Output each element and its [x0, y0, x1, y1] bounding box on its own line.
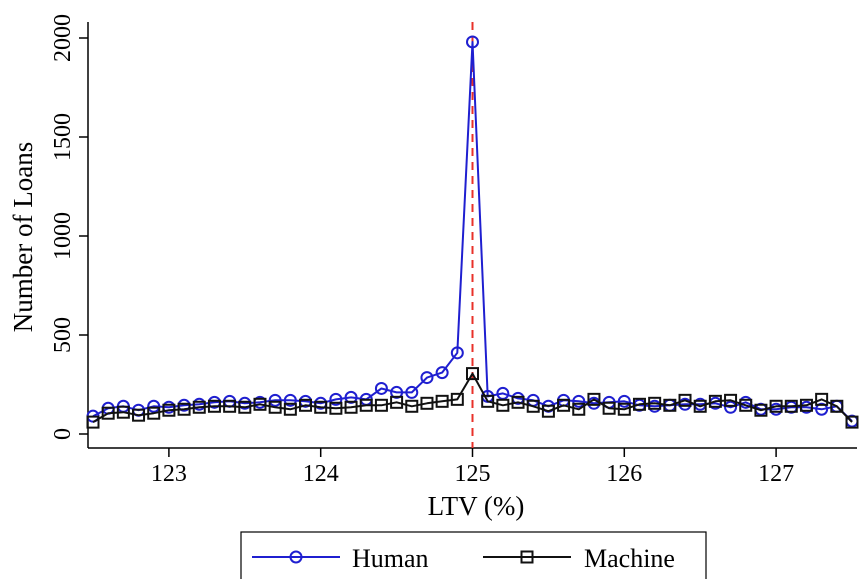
machine-point	[390, 395, 404, 409]
machine-point	[192, 400, 206, 414]
machine-point	[769, 399, 783, 413]
machine-point	[207, 399, 221, 413]
human-point	[435, 366, 449, 380]
human-point	[450, 346, 464, 360]
x-tick-label: 124	[303, 461, 339, 487]
machine-point	[101, 406, 115, 420]
machine-point	[466, 367, 479, 381]
legend-machine-marker	[520, 550, 534, 564]
human-point	[283, 393, 297, 407]
machine-point	[223, 399, 237, 413]
machine-point	[329, 401, 343, 415]
machine-point	[708, 394, 722, 408]
machine-point	[435, 394, 449, 408]
y-tick-label: 1500	[50, 113, 76, 161]
machine-point	[147, 406, 161, 420]
machine-point	[617, 402, 631, 416]
series-layer	[86, 35, 859, 429]
x-axis-title: LTV (%)	[428, 491, 525, 521]
machine-point	[663, 398, 677, 412]
y-tick-label: 500	[50, 317, 76, 353]
machine-point	[496, 398, 510, 412]
machine-point	[830, 399, 844, 413]
human-point	[374, 381, 388, 395]
human-point	[724, 400, 738, 414]
machine-point	[815, 392, 829, 406]
axes: 0 500 1000 1500 2000 123 124 125 126 127	[50, 14, 857, 487]
x-tick-label: 126	[606, 461, 642, 487]
legend-human-marker	[289, 550, 303, 564]
machine-point	[268, 400, 282, 414]
machine-point	[420, 396, 434, 410]
machine-point	[314, 400, 328, 414]
machine-point	[359, 398, 373, 412]
machine-point	[526, 399, 540, 413]
human-point	[405, 385, 419, 399]
machine-point	[845, 415, 859, 429]
y-tick-label: 2000	[50, 14, 76, 62]
machine-point	[374, 398, 388, 412]
machine-point	[557, 398, 571, 412]
machine-point	[177, 402, 191, 416]
machine-point	[253, 397, 267, 411]
machine-point	[632, 397, 646, 411]
machine-point	[344, 400, 358, 414]
machine-point	[238, 400, 252, 414]
x-tick-label: 125	[455, 461, 491, 487]
x-tick-label: 123	[151, 461, 187, 487]
machine-point	[450, 392, 464, 406]
machine-point	[784, 399, 798, 413]
human-point	[466, 35, 479, 49]
human-point	[815, 402, 829, 416]
human-point	[344, 390, 358, 404]
legend-box	[240, 531, 707, 579]
machine-point	[648, 396, 662, 410]
human-point	[572, 394, 586, 408]
machine-point	[541, 404, 555, 418]
machine-point	[132, 408, 146, 422]
machine-point	[754, 403, 768, 417]
y-ticks: 0 500 1000 1500 2000	[50, 14, 88, 440]
machine-point	[587, 392, 601, 406]
machine-point	[162, 403, 176, 417]
x-ticks: 123 124 125 126 127	[151, 448, 794, 487]
human-point	[390, 385, 404, 399]
machine-point	[602, 401, 616, 415]
y-axis-title: Number of Loans	[8, 142, 38, 332]
legend-human-label: Human	[352, 544, 429, 573]
human-point	[268, 393, 282, 407]
machine-point	[283, 402, 297, 416]
y-tick-label: 1000	[50, 212, 76, 260]
machine-point	[724, 393, 738, 407]
human-point	[147, 399, 161, 413]
legend-machine-label: Machine	[584, 544, 675, 573]
machine-point	[405, 399, 419, 413]
y-tick-label: 0	[50, 428, 76, 440]
machine-point	[799, 398, 813, 412]
legend: Human Machine	[240, 531, 707, 579]
human-point	[617, 394, 631, 408]
series-machine	[86, 367, 859, 429]
human-point	[420, 371, 434, 385]
machine-point	[511, 395, 525, 409]
machine-point	[481, 394, 495, 408]
machine-point	[572, 402, 586, 416]
machine-point	[86, 415, 100, 429]
human-point	[329, 392, 343, 406]
machine-point	[693, 399, 707, 413]
machine-point	[678, 393, 692, 407]
machine-point	[116, 405, 130, 419]
x-tick-label: 127	[758, 461, 794, 487]
machine-point	[299, 398, 313, 412]
machine-point	[739, 398, 753, 412]
